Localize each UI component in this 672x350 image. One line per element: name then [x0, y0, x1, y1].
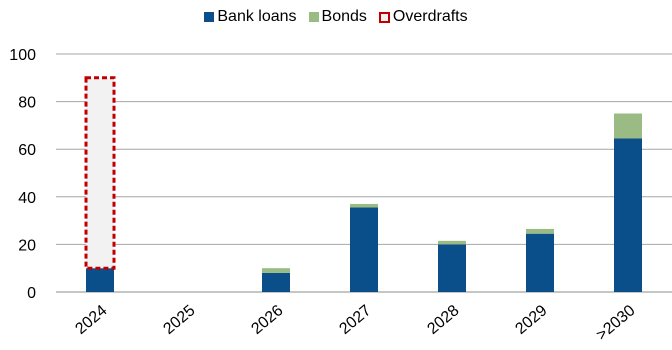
x-tick-label-4: 2028 — [424, 302, 462, 338]
bar-bonds-3 — [350, 203, 378, 208]
y-tick-label-100: 100 — [9, 47, 36, 64]
x-tick-label-6: >2030 — [593, 302, 638, 344]
y-tick-label-60: 60 — [18, 142, 36, 159]
legend-item-overdrafts: Overdrafts — [378, 8, 468, 26]
bar-bonds-5 — [526, 228, 554, 234]
bar-bank-loans-4 — [438, 244, 466, 292]
legend-label-overdrafts: Overdrafts — [392, 8, 468, 25]
legend-label-bank-loans: Bank loans — [217, 8, 297, 25]
bar-bonds-4 — [438, 240, 466, 245]
y-tick-label-20: 20 — [18, 237, 36, 254]
x-tick-label-1: 2025 — [160, 302, 198, 338]
legend: Bank loans Bonds Overdrafts — [0, 8, 672, 26]
x-tick-label-3: 2027 — [336, 302, 374, 338]
bar-bonds-2 — [262, 268, 290, 273]
bar-overdrafts-0 — [84, 76, 116, 270]
bar-bank-loans-2 — [262, 272, 290, 292]
bar-bank-loans-6 — [614, 138, 642, 292]
legend-swatch-bank-loans — [204, 12, 215, 22]
x-tick-label-5: 2029 — [512, 302, 550, 338]
legend-item-bank-loans: Bank loans — [204, 8, 297, 26]
legend-label-bonds: Bonds — [321, 8, 367, 25]
y-tick-label-0: 0 — [27, 285, 36, 302]
bar-bank-loans-5 — [526, 233, 554, 292]
y-tick-label-40: 40 — [18, 190, 36, 207]
legend-item-bonds: Bonds — [308, 8, 367, 26]
y-tick-label-80: 80 — [18, 95, 36, 112]
bar-bank-loans-3 — [350, 207, 378, 292]
bar-bonds-6 — [614, 113, 642, 139]
legend-swatch-overdrafts — [378, 11, 390, 23]
x-tick-label-2: 2026 — [248, 302, 286, 338]
legend-swatch-bonds — [308, 12, 319, 22]
x-tick-label-0: 2024 — [72, 302, 110, 338]
bar-bank-loans-0 — [86, 268, 114, 292]
